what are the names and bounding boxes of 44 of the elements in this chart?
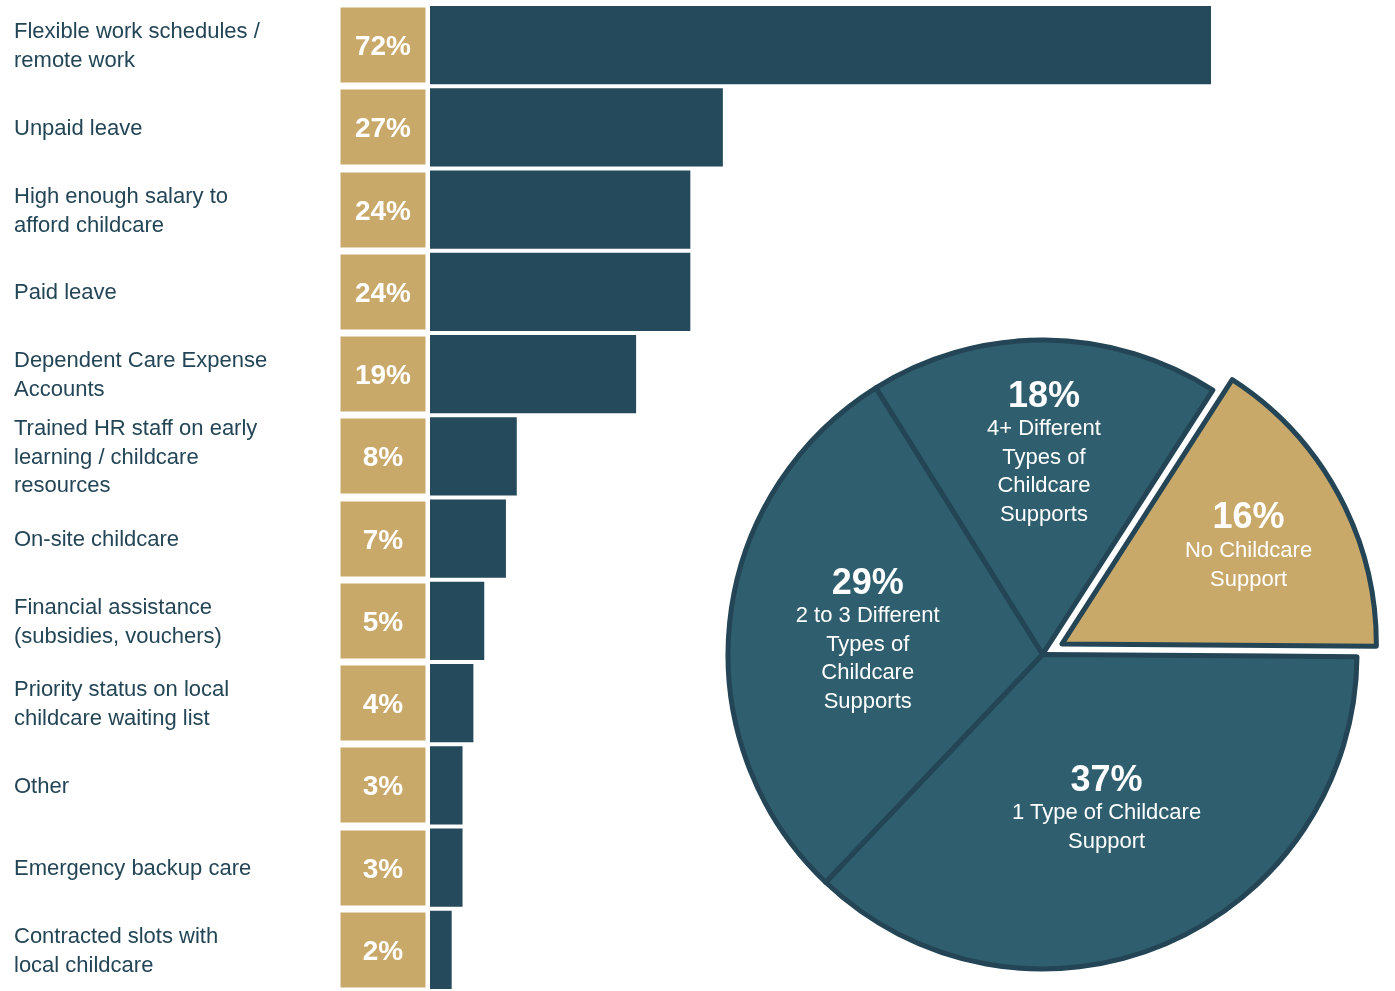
data-label: 4% <box>362 687 404 719</box>
bar <box>430 88 723 167</box>
data-label: 24% <box>354 194 412 226</box>
data-label: 3% <box>362 852 404 884</box>
data-label: 8% <box>362 440 404 472</box>
bar <box>430 910 452 989</box>
data-label: 72% <box>354 29 412 61</box>
y-tick-label: Flexible work schedules / remote work <box>14 18 261 72</box>
data-label: 2% <box>362 934 404 966</box>
y-tick-label: Contracted slots with local childcare <box>14 923 219 977</box>
bar <box>430 335 637 414</box>
data-label: 7% <box>362 523 404 555</box>
bar <box>430 170 691 249</box>
y-tick-label: On-site childcare <box>14 526 180 551</box>
slice-label: 1 Type of Childcare Support <box>1012 799 1202 854</box>
data-label: 29% <box>831 560 904 602</box>
data-label: 37% <box>1070 757 1143 799</box>
bar <box>430 252 691 331</box>
data-label: 5% <box>362 605 404 637</box>
bar <box>430 664 474 743</box>
y-tick-label: Priority status on local childcare waiting list <box>14 676 230 730</box>
slice-label: 4+ Different Types of Childcare Supports <box>986 415 1101 526</box>
y-tick-label: Financial assistance (subsidies, vouchers) <box>14 594 222 648</box>
bar <box>430 581 485 660</box>
y-tick-label: Trained HR staff on early learning / childcare resources <box>14 415 258 498</box>
y-tick-label: Paid leave <box>14 279 117 304</box>
data-label: 16% <box>1212 495 1285 537</box>
data-label: 3% <box>362 769 404 801</box>
bar <box>430 828 463 907</box>
bar <box>430 6 1211 85</box>
y-tick-label: Unpaid leave <box>14 115 143 140</box>
bar <box>430 746 463 825</box>
y-tick-label: Emergency backup care <box>14 855 252 880</box>
data-label: 24% <box>354 276 412 308</box>
y-tick-label: Other <box>14 773 70 798</box>
data-label: 19% <box>354 358 412 390</box>
data-label: 27% <box>354 111 412 143</box>
y-tick-label: Dependent Care Expense Accounts <box>14 347 268 401</box>
y-tick-label: High enough salary to afford childcare <box>14 183 229 237</box>
data-label: 18% <box>1007 373 1080 415</box>
slice-label: 2 to 3 Different Types of Childcare Supports <box>795 602 940 713</box>
slice-label: No Childcare Support <box>1184 537 1313 591</box>
bar <box>430 499 506 578</box>
bar <box>430 417 517 496</box>
